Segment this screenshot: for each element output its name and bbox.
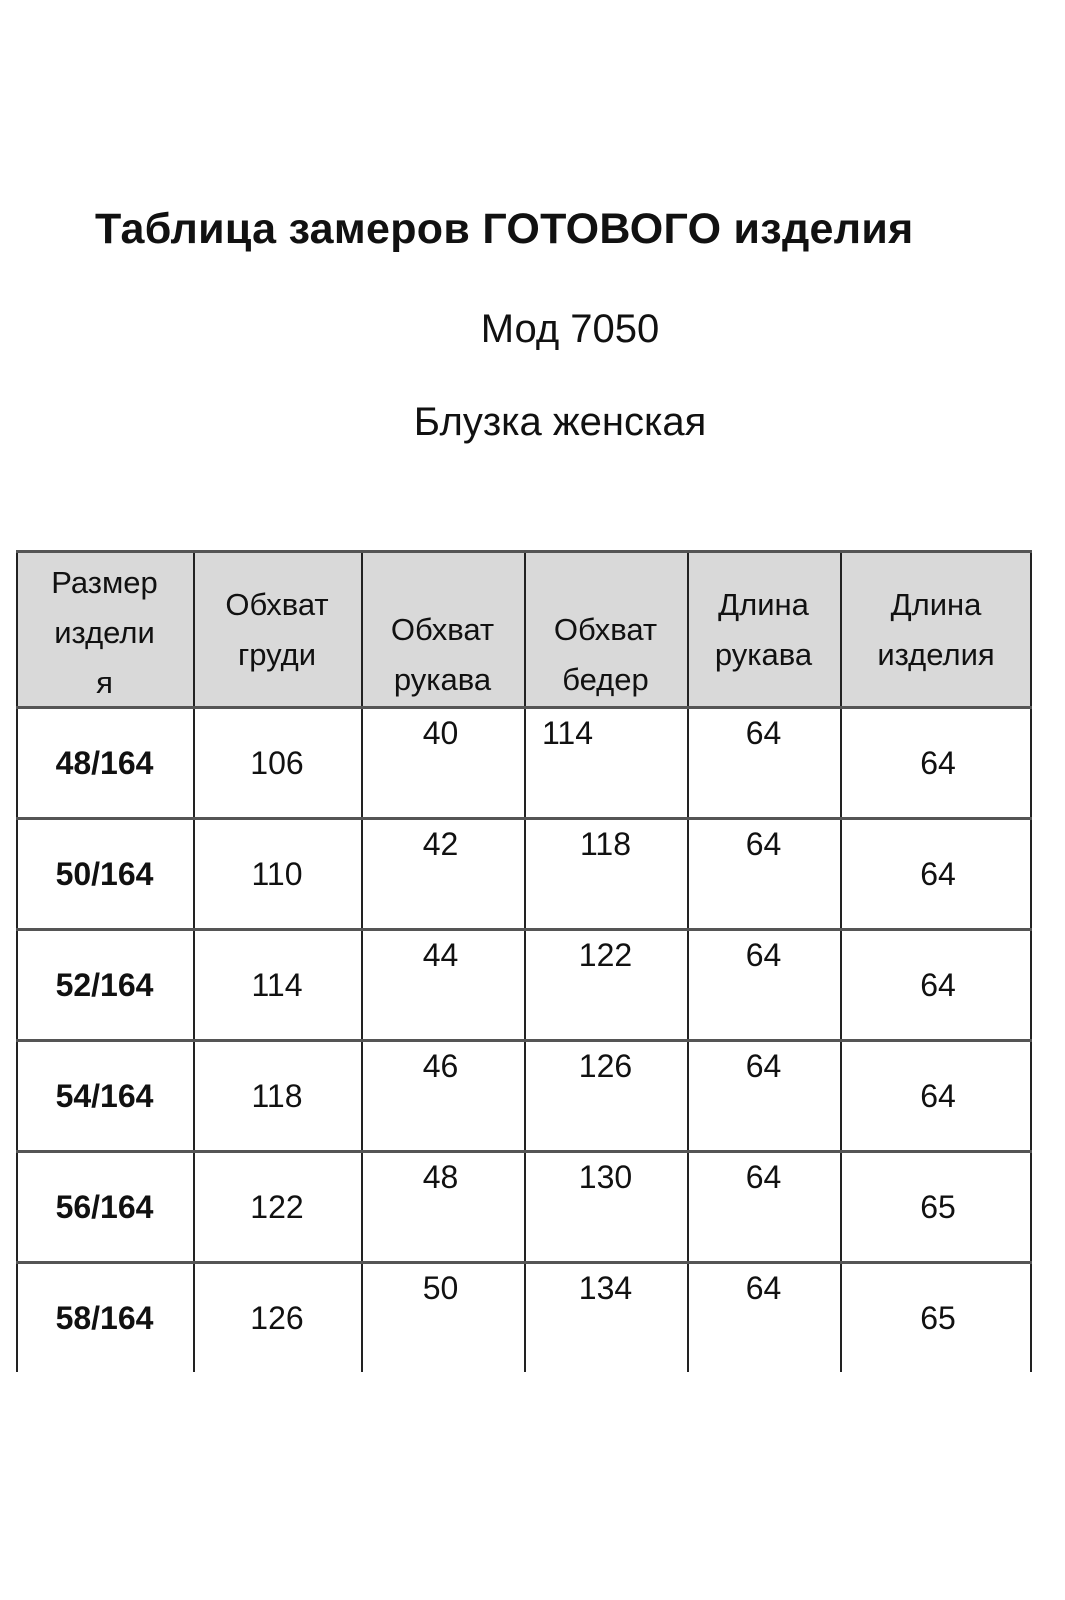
page-title: Таблица замеров ГОТОВОГО изделия [95,205,914,253]
header-line: изделия [877,637,995,672]
table-cell: 42 [422,826,459,862]
header-line: бедер [562,662,649,697]
row-divider [16,817,1032,820]
table-cell: 48 [422,1159,459,1195]
table-cell: 40 [422,715,459,751]
table-cell: 126 [578,1048,633,1084]
table-cell: 118 [251,1078,303,1114]
header-line: рукава [714,637,813,672]
table-cell: 50 [422,1270,459,1306]
table-cell: 106 [250,745,304,781]
header-line: Размер [51,565,158,600]
header-line: Обхват [225,587,329,622]
table-cell: 46 [422,1048,459,1084]
header-line: груди [237,637,317,672]
table-cell: 114 [251,967,303,1003]
table-cell: 52/164 [55,967,154,1003]
header-cell: Размер издели я [16,558,193,708]
header-cell: Обхват бедер [524,605,687,705]
column-divider [193,550,195,1372]
column-divider [840,550,842,1372]
table-cell: 64 [745,1270,782,1306]
table-cell: 118 [579,826,631,862]
table-cell: 56/164 [55,1189,154,1225]
table-cell: 114 [542,715,594,751]
header-cell: Обхват груди [193,580,361,680]
row-divider [16,1261,1032,1264]
row-divider [16,1150,1032,1153]
table-cell: 54/164 [55,1078,154,1114]
header-line: Длина [890,587,982,622]
product-name: Блузка женская [413,400,707,444]
table-cell: 64 [745,1159,782,1195]
header-cell: Длина изделия [840,580,1032,680]
table-cell: 65 [920,1300,956,1336]
table-cell: 134 [578,1270,633,1306]
column-divider [687,550,689,1372]
table-cell: 44 [422,937,459,973]
table-cell: 64 [920,967,956,1003]
table-cell: 64 [745,826,782,862]
table-cell: 64 [745,715,782,751]
header-cell: Обхват рукава [361,605,524,705]
table-cell: 122 [250,1189,304,1225]
table-cell: 64 [920,1078,956,1114]
header-line: рукава [393,662,492,697]
row-divider [16,706,1032,709]
table-cell: 64 [745,1048,782,1084]
header-line: я [96,665,113,700]
header-line: Обхват [553,612,658,647]
table-cell: 65 [920,1189,956,1225]
size-table: Размер издели я Обхват груди Обхват рукава Обхв… [16,550,1032,1372]
column-divider [1030,550,1032,1372]
table-cell: 110 [251,856,303,892]
row-divider [16,928,1032,931]
table-cell: 122 [578,937,633,973]
row-divider [16,550,1032,553]
column-divider [361,550,363,1372]
header-line: издели [54,615,155,650]
table-cell: 64 [920,856,956,892]
table-cell: 50/164 [55,856,154,892]
column-divider [524,550,526,1372]
table-cell: 126 [250,1300,304,1336]
table-cell: 64 [920,745,956,781]
row-divider [16,1039,1032,1042]
column-divider [16,550,18,1372]
table-cell: 48/164 [55,745,154,781]
header-line: Обхват [390,612,495,647]
header-cell: Длина рукава [687,580,840,680]
model-number: Мод 7050 [480,307,660,351]
table-cell: 130 [578,1159,633,1195]
table-cell: 58/164 [55,1300,154,1336]
header-line: Длина [718,587,809,622]
table-cell: 64 [745,937,782,973]
